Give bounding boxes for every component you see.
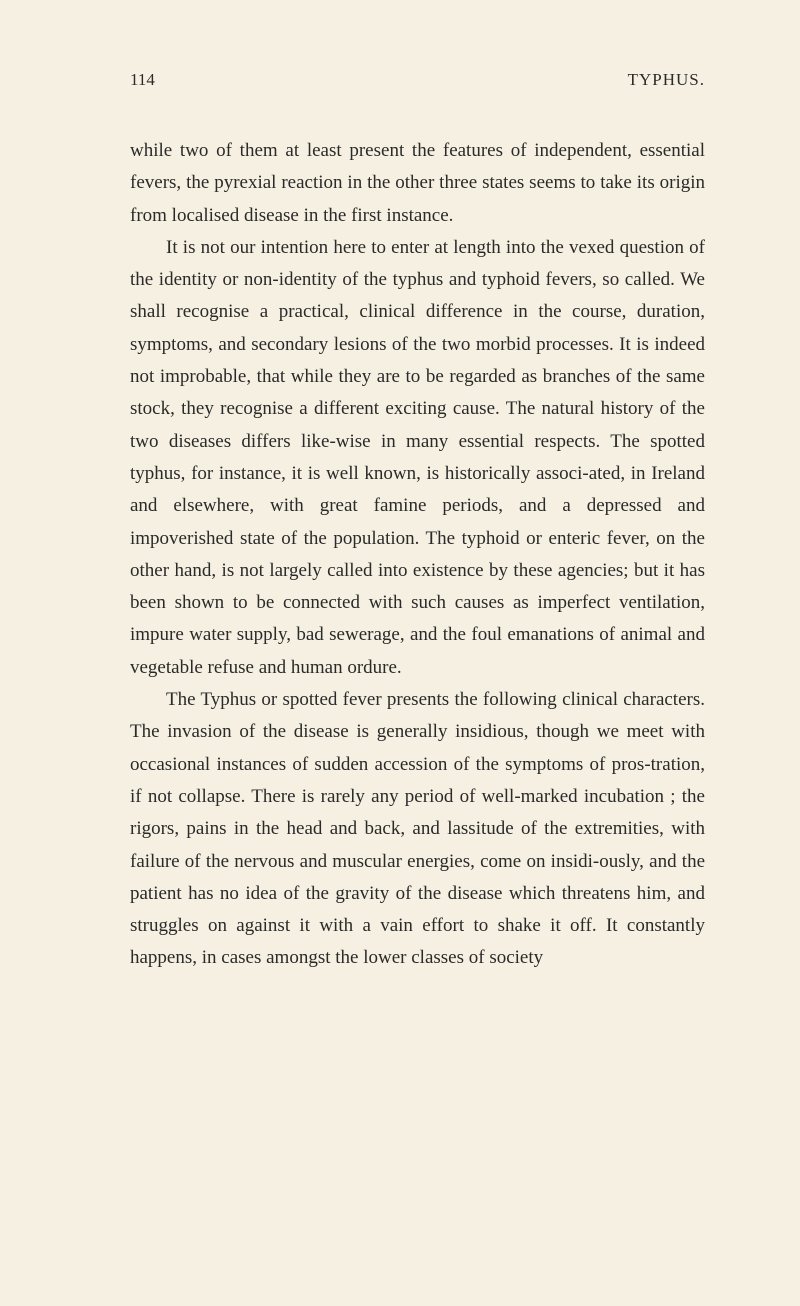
body-text: while two of them at least present the f… (130, 135, 705, 975)
paragraph: The Typhus or spotted fever presents the… (130, 684, 705, 975)
paragraph: It is not our intention here to enter at… (130, 232, 705, 684)
paragraph: while two of them at least present the f… (130, 135, 705, 232)
running-title: TYPHUS. (628, 70, 705, 90)
page-number: 114 (130, 70, 155, 90)
page-header: 114 TYPHUS. (130, 70, 705, 90)
